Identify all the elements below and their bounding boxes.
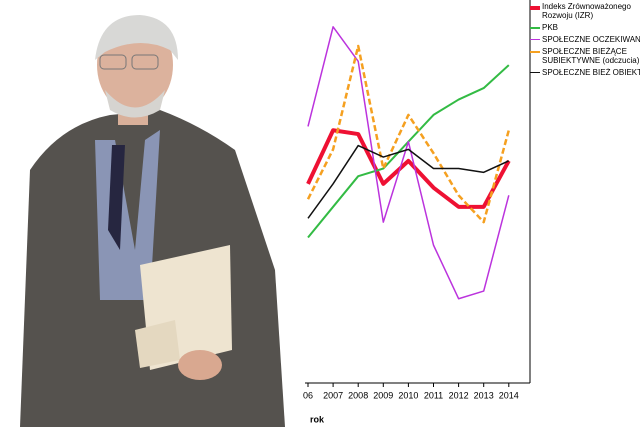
series-line	[307, 26, 510, 300]
legend-item: SPOŁECZNE BIEŻĄCE SUBIEKTYWNE (odczucia)	[530, 47, 640, 65]
legend-swatch	[530, 39, 540, 40]
x-tick-label: 2007	[323, 390, 343, 400]
legend-swatch	[530, 6, 540, 10]
legend-item: Indeks Zrównoważonego Rozwoju (IZR)	[530, 2, 640, 20]
x-tick-label: 2012	[449, 390, 469, 400]
x-tick-label: 2009	[373, 390, 393, 400]
legend-item: SPOŁECZNE OCZEKIWANIA	[530, 35, 640, 44]
x-tick-label: 2011	[424, 390, 443, 400]
x-tick-label: 2014	[499, 390, 519, 400]
x-axis-label: rok	[310, 414, 325, 424]
legend-swatch	[530, 51, 540, 53]
legend: Indeks Zrównoważonego Rozwoju (IZR) PKB SP…	[530, 2, 640, 80]
series-line	[307, 144, 510, 219]
x-tick-label: 2010	[398, 390, 418, 400]
series-line	[306, 44, 511, 224]
legend-item: SPOŁECZNE BIEŻ OBIEKTYWNE	[530, 68, 640, 77]
legend-label: SPOŁECZNE BIEŻ OBIEKTYWNE	[542, 68, 640, 77]
legend-swatch	[530, 72, 540, 73]
legend-label: SPOŁECZNE BIEŻĄCE SUBIEKTYWNE (odczucia)	[542, 47, 640, 65]
legend-label: Indeks Zrównoważonego Rozwoju (IZR)	[542, 2, 631, 20]
series-line	[306, 128, 511, 209]
x-tick-label: 2008	[348, 390, 368, 400]
legend-swatch	[530, 27, 540, 29]
legend-label: PKB	[542, 23, 559, 32]
series-line	[307, 64, 510, 239]
x-tick-label: 2013	[474, 390, 494, 400]
x-tick-label: 06	[303, 390, 313, 400]
legend-item: PKB	[530, 23, 640, 32]
photo	[0, 0, 305, 427]
legend-label: SPOŁECZNE OCZEKIWANIA	[542, 35, 640, 44]
